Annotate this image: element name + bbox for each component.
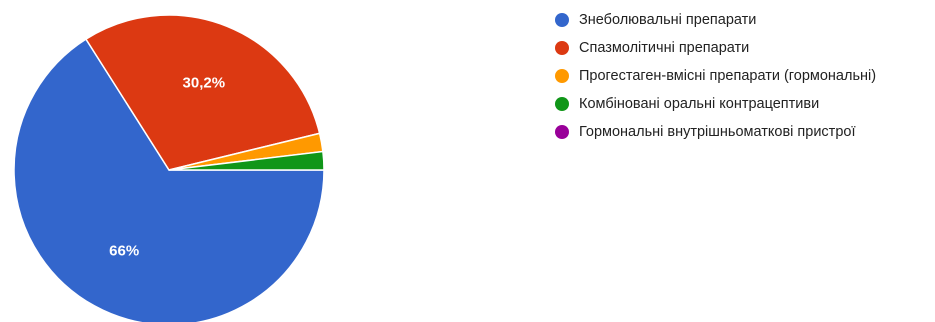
pie-slice-2[interactable] (84, 14, 321, 171)
pie-slice-label-1: 66% (109, 242, 139, 259)
legend-item-5[interactable]: Гормональні внутрішньоматкові пристрої (555, 122, 930, 142)
legend: Знеболювальні препарати Спазмолітичні пре… (555, 10, 930, 150)
legend-item-2[interactable]: Спазмолітичні препарати (555, 38, 930, 58)
legend-swatch-icon (555, 13, 569, 27)
legend-item-3[interactable]: Прогестаген-вмісні препарати (гормональн… (555, 66, 930, 86)
legend-item-4[interactable]: Комбіновані оральні контрацептиви (555, 94, 930, 114)
pie-slice-label-2: 30,2% (183, 75, 226, 92)
legend-swatch-icon (555, 97, 569, 111)
legend-item-1[interactable]: Знеболювальні препарати (555, 10, 930, 30)
legend-swatch-icon (555, 69, 569, 83)
pie-chart: 66% 30,2% (13, 14, 325, 322)
legend-label: Знеболювальні препарати (579, 12, 757, 28)
legend-label: Прогестаген-вмісні препарати (гормональн… (579, 68, 877, 84)
legend-swatch-icon (555, 41, 569, 55)
legend-label: Гормональні внутрішньоматкові пристрої (579, 124, 856, 140)
legend-label: Комбіновані оральні контрацептиви (579, 96, 820, 112)
pie-slice-4[interactable] (168, 150, 325, 171)
legend-swatch-icon (555, 125, 569, 139)
legend-label: Спазмолітичні препарати (579, 40, 750, 56)
pie-slice-1[interactable] (13, 38, 325, 322)
